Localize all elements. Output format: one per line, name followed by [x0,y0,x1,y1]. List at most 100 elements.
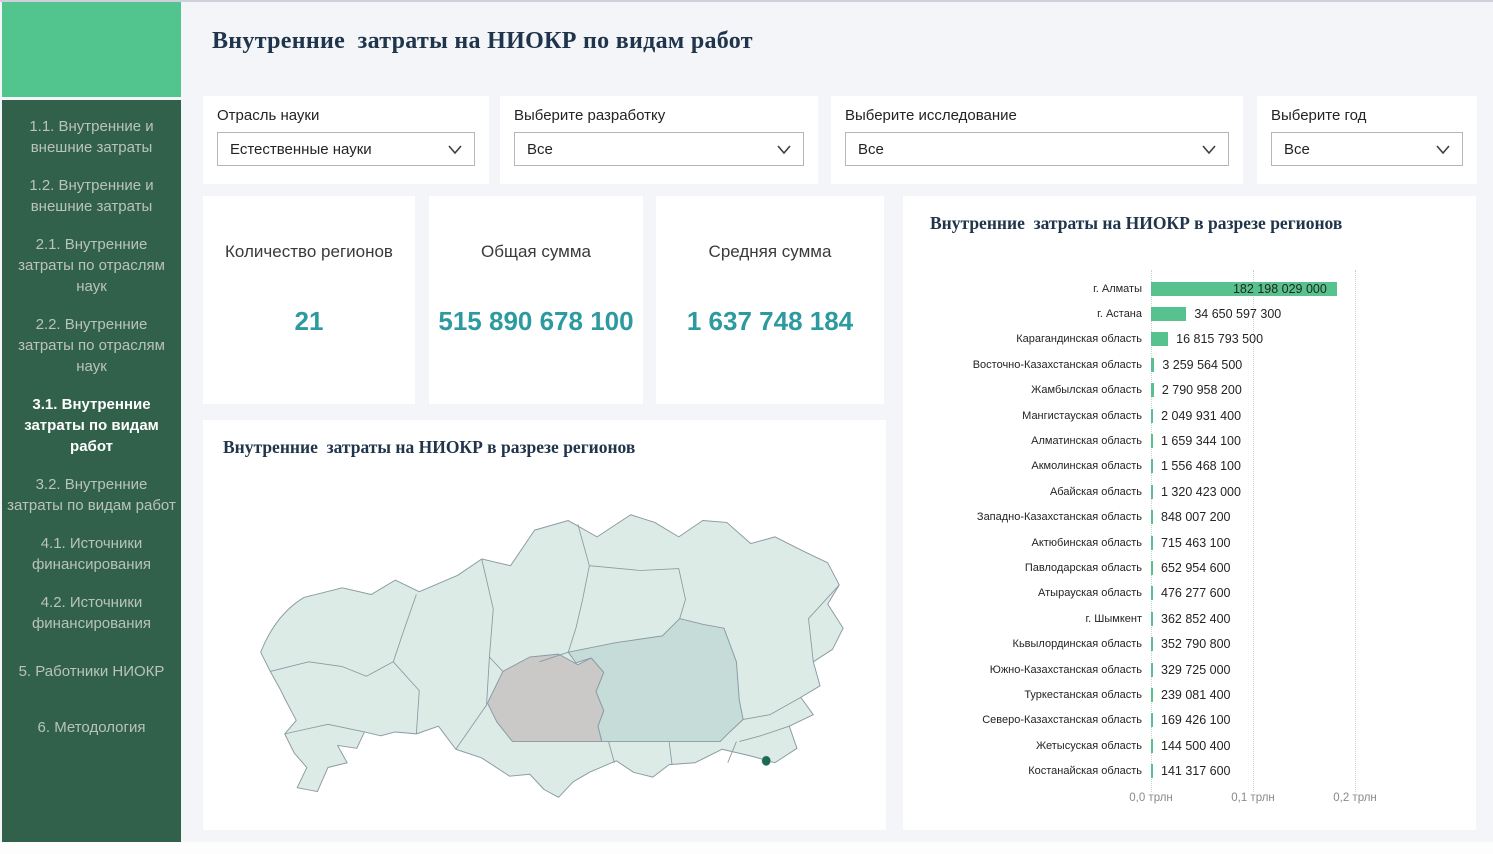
sidebar-item-4[interactable]: 2.2. Внутренние затраты по отраслям наук [18,316,165,375]
bar-plot-cell: 16 815 793 500 [1151,327,1476,352]
bar[interactable] [1151,611,1153,626]
bar[interactable] [1151,383,1154,398]
kpi-label: Количество регионов [225,242,393,261]
city-almaty-dot[interactable] [761,755,771,766]
bar[interactable] [1151,510,1153,525]
bar-value-label: 239 081 400 [1161,687,1231,702]
bar-value-label: 848 007 200 [1161,510,1231,525]
region-borders [270,524,840,765]
bar-value-label: 1 320 423 000 [1161,484,1241,499]
bar-category-label: Туркестанская область [1024,688,1142,701]
bar[interactable] [1151,738,1153,753]
bar-value-label: 16 815 793 500 [1176,332,1264,347]
x-axis-tick-label: 0,0 трлн [1129,791,1173,804]
bar-value-label: 2 049 931 400 [1161,408,1242,423]
bar[interactable] [1151,687,1153,702]
bar[interactable] [1151,332,1169,347]
chevron-down-icon [1202,144,1216,154]
filter-card-research: Выберите исследование Все [831,96,1243,184]
bar-plot-cell: 144 500 400 [1151,733,1476,758]
bar-row: Костанайская область 141 317 600 [911,758,1476,783]
bar-category-label: Восточно-Казахстанская область [972,358,1142,371]
research-dropdown[interactable]: Все [845,132,1229,166]
bar-category-label: Актюбинская область [1031,536,1143,549]
bar-row: Акмолинская область 1 556 468 100 [911,454,1476,479]
bar[interactable] [1151,484,1153,499]
bar-row: Атырауская область 476 277 600 [911,581,1476,606]
bar[interactable] [1151,459,1153,474]
bar-rows: г. Алматы 182 198 029 000 г. Астана 34 650 … [911,276,1476,784]
bar-category-label: г. Алматы [1093,282,1142,295]
bar-category-label: Западно-Казахстанская область [976,511,1142,524]
bar[interactable] [1151,434,1153,449]
year-dropdown[interactable]: Все [1271,132,1463,166]
bar[interactable] [1151,662,1153,677]
bar-category-label: Атырауская область [1038,587,1142,600]
bar-plot-cell: 1 556 468 100 [1151,454,1476,479]
bar[interactable] [1151,535,1153,550]
sidebar-item-1[interactable]: 1.1. Внутренние и внешние затраты [29,118,154,156]
bar-row: Жамбылская область 2 790 958 200 [911,378,1476,403]
bar-row: Туркестанская область 239 081 400 [911,682,1476,707]
sidebar-item-6[interactable]: 3.2. Внутренние затраты по видам работ [7,476,176,514]
kazakhstan-map[interactable] [251,484,847,830]
chevron-down-icon [777,144,791,154]
bottom-strip [0,842,1493,854]
bar-category-label: Мангистауская область [1022,409,1142,422]
bar[interactable] [1151,281,1337,296]
dropdown-value: Все [527,140,553,158]
sidebar-item-2[interactable]: 1.2. Внутренние и внешние затраты [29,177,154,215]
filter-label: Выберите год [1271,107,1367,124]
bar[interactable] [1151,307,1187,322]
bar-row: Западно-Казахстанская область 848 007 200 [911,505,1476,530]
bar-value-label: 715 463 100 [1161,535,1231,550]
bar[interactable] [1151,764,1153,779]
development-dropdown[interactable]: Все [514,132,804,166]
bar-value-label: 476 277 600 [1161,586,1231,601]
bar-value-label: 352 790 800 [1161,637,1231,652]
kpi-label: Общая сумма [481,242,591,261]
bar-row: Кьвылординская область 352 790 800 [911,631,1476,656]
bar-plot-cell: 34 650 597 300 [1151,301,1476,326]
kpi-label: Средняя сумма [708,242,832,261]
bar-value-label: 329 725 000 [1161,662,1231,677]
bar-category-label: Карагандинская область [1016,333,1142,346]
x-axis-tick-label: 0,1 трлн [1231,791,1275,804]
kpi-card-region-count: Количество регионов 21 [203,196,415,404]
bar[interactable] [1151,357,1155,372]
sidebar-item-8[interactable]: 4.2. Источники финансирования [31,594,152,632]
bar-plot-cell: 2 049 931 400 [1151,403,1476,428]
sidebar-item-5[interactable]: 3.1. Внутренние затраты по видам работ [24,396,159,455]
bar[interactable] [1151,560,1153,575]
bar-category-label: Алматинская область [1031,435,1142,448]
bar-plot-cell: 329 725 000 [1151,657,1476,682]
bar-value-label: 2 790 958 200 [1161,383,1242,398]
bar-category-label: Акмолинская область [1031,460,1142,473]
sidebar-item-3[interactable]: 2.1. Внутренние затраты по отраслям наук [18,236,165,295]
bar[interactable] [1151,586,1153,601]
bar[interactable] [1151,637,1153,652]
filter-card-year: Выберите год Все [1257,96,1477,184]
bar-value-label: 1 556 468 100 [1161,459,1241,474]
sidebar-item-10[interactable]: 6. Методология [37,719,146,736]
filter-label: Отрасль науки [217,107,320,124]
bar-row: Восточно-Казахстанская область 3 259 564 … [911,352,1476,377]
bar-plot-cell: 715 463 100 [1151,530,1476,555]
page-title: Внутренние затраты на НИОКР по видам раб… [212,28,753,54]
bar[interactable] [1151,408,1154,423]
chart-panel-title: Внутренние затраты на НИОКР в разрезе ре… [930,213,1343,233]
bar-category-label: Костанайская область [1028,765,1142,778]
bar-plot-cell: 182 198 029 000 [1151,276,1476,301]
sidebar-item-7[interactable]: 4.1. Источники финансирования [31,535,152,573]
bar-chart-panel: Внутренние затраты на НИОКР в разрезе ре… [903,196,1476,830]
map-panel: Внутренние затраты на НИОКР в разрезе ре… [203,420,886,830]
bar-category-label: Южно-Казахстанская область [989,663,1142,676]
bar-value-label: 141 317 600 [1161,764,1231,779]
bar-plot-cell: 1 320 423 000 [1151,479,1476,504]
science-branch-dropdown[interactable]: Естественные науки [217,132,475,166]
bar-row: Алматинская область 1 659 344 100 [911,428,1476,453]
gridline [1151,270,1152,792]
sidebar-item-9[interactable]: 5. Работники НИОКР [18,663,165,680]
bar[interactable] [1151,713,1153,728]
